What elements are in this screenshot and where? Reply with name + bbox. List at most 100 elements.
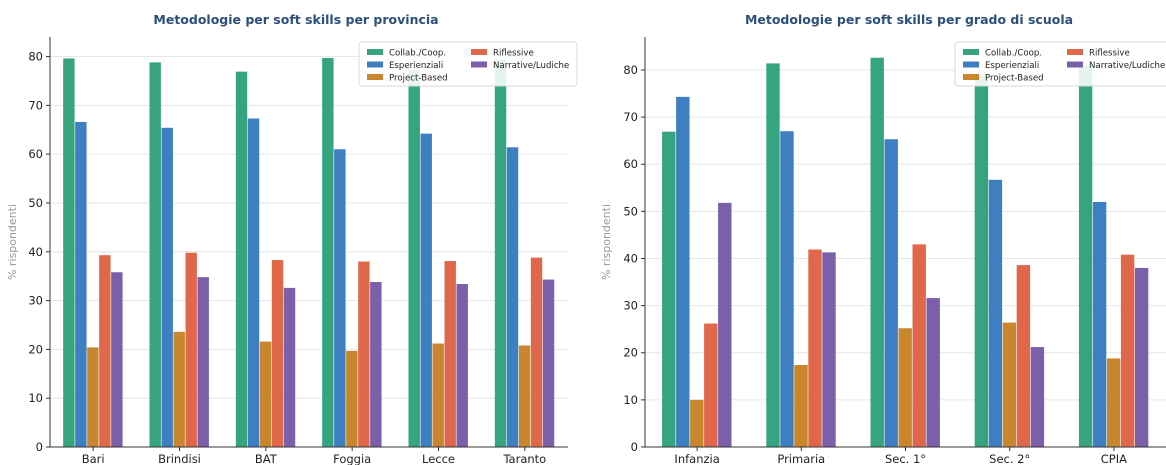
y-tick-label: 20 — [28, 342, 43, 356]
legend-label: Project-Based — [985, 74, 1044, 84]
legend-swatch — [963, 61, 979, 68]
bar — [1078, 65, 1093, 447]
bar — [420, 133, 432, 447]
bar — [870, 57, 884, 448]
bar — [690, 399, 704, 447]
y-tick-label: 40 — [28, 245, 43, 259]
bar — [235, 71, 248, 448]
bar — [506, 147, 519, 448]
bar — [149, 62, 161, 447]
bar — [1016, 265, 1031, 447]
bar — [185, 252, 197, 447]
bar — [1030, 347, 1045, 447]
bar — [530, 257, 543, 447]
bar — [408, 70, 420, 447]
chart-title: Metodologie per soft skills per grado di… — [745, 12, 1073, 27]
bar — [988, 179, 1003, 448]
x-tick-label: Sec. 2° — [989, 452, 1030, 465]
bar — [926, 298, 940, 447]
legend-label: Narrative/Ludiche — [1089, 61, 1165, 71]
chart-provincia: Metodologie per soft skills per provinci… — [6, 12, 578, 465]
legend: Collab./Coop. Esperienziali Project-Based R… — [358, 41, 578, 87]
bar — [283, 287, 296, 447]
bar — [766, 63, 780, 447]
legend-label: Collab./Coop. — [985, 49, 1042, 59]
bar — [884, 139, 898, 447]
bar — [99, 255, 111, 447]
legend-label: Riflessive — [493, 49, 534, 59]
y-tick-label: 10 — [623, 393, 638, 407]
bar — [358, 261, 370, 447]
legend: Collab./Coop. Esperienziali Project-Based R… — [954, 41, 1166, 87]
bar — [271, 260, 284, 447]
x-tick-label: CPIA — [1101, 452, 1127, 465]
legend-swatch — [471, 49, 487, 55]
bar — [1002, 322, 1017, 447]
chart-grado-scuola: Metodologie per soft skills per grado di… — [600, 12, 1166, 465]
bar — [75, 121, 87, 447]
legend-box — [358, 41, 578, 87]
bar — [808, 249, 822, 447]
x-tick-label: Bari — [82, 452, 105, 465]
bar — [87, 347, 99, 447]
y-tick-label: 10 — [28, 391, 43, 405]
x-tick-label: Taranto — [502, 452, 546, 465]
y-tick-label: 70 — [623, 110, 638, 124]
x-tick-label: Foggia — [333, 452, 371, 465]
legend-swatch — [1067, 61, 1083, 68]
bar — [322, 57, 334, 447]
bar — [718, 202, 732, 447]
bar — [780, 131, 794, 447]
legend-box — [954, 41, 1166, 87]
legend-label: Esperienziali — [985, 61, 1039, 71]
bar — [370, 282, 382, 447]
bar — [676, 96, 690, 447]
y-tick-label: 60 — [623, 157, 638, 171]
x-tick-label: Brindisi — [158, 452, 201, 465]
bar — [822, 252, 836, 447]
bar — [1106, 358, 1121, 447]
x-tick-label: BAT — [255, 452, 278, 465]
y-tick-label: 50 — [623, 204, 638, 218]
bar — [346, 350, 358, 447]
y-tick-label: 50 — [28, 196, 43, 210]
legend-swatch — [367, 74, 383, 80]
y-tick-label: 80 — [623, 63, 638, 77]
y-tick-label: 40 — [623, 251, 638, 265]
legend-label: Esperienziali — [389, 61, 443, 71]
bar — [704, 323, 718, 447]
bar — [111, 272, 123, 447]
bar — [334, 149, 346, 447]
y-tick-label: 30 — [28, 294, 43, 308]
bar — [247, 118, 260, 447]
legend-label: Project-Based — [389, 74, 448, 84]
bar — [432, 343, 444, 447]
bar — [662, 131, 676, 448]
y-axis-label: % rispondenti — [6, 204, 19, 280]
bar — [1092, 201, 1107, 447]
legend-label: Narrative/Ludiche — [493, 61, 569, 71]
bar — [794, 365, 808, 447]
y-tick-label: 0 — [36, 440, 43, 454]
x-tick-label: Infanzia — [674, 452, 719, 465]
bar — [974, 74, 989, 448]
bar — [518, 345, 531, 447]
bar — [494, 59, 507, 447]
bar — [898, 328, 912, 447]
legend-label: Collab./Coop. — [389, 49, 446, 59]
x-tick-label: Primaria — [777, 452, 825, 465]
legend-label: Riflessive — [1089, 49, 1130, 59]
y-tick-label: 60 — [28, 147, 43, 161]
y-tick-label: 0 — [631, 440, 638, 454]
bar — [456, 283, 468, 447]
bar — [63, 58, 75, 447]
x-tick-label: Sec. 1° — [885, 452, 926, 465]
bar — [197, 277, 209, 447]
y-tick-label: 20 — [623, 346, 638, 360]
legend-swatch — [963, 49, 979, 55]
chart-title: Metodologie per soft skills per provinci… — [153, 12, 438, 27]
legend-swatch — [1067, 49, 1083, 55]
y-tick-label: 70 — [28, 98, 43, 112]
y-tick-label: 80 — [28, 50, 43, 64]
